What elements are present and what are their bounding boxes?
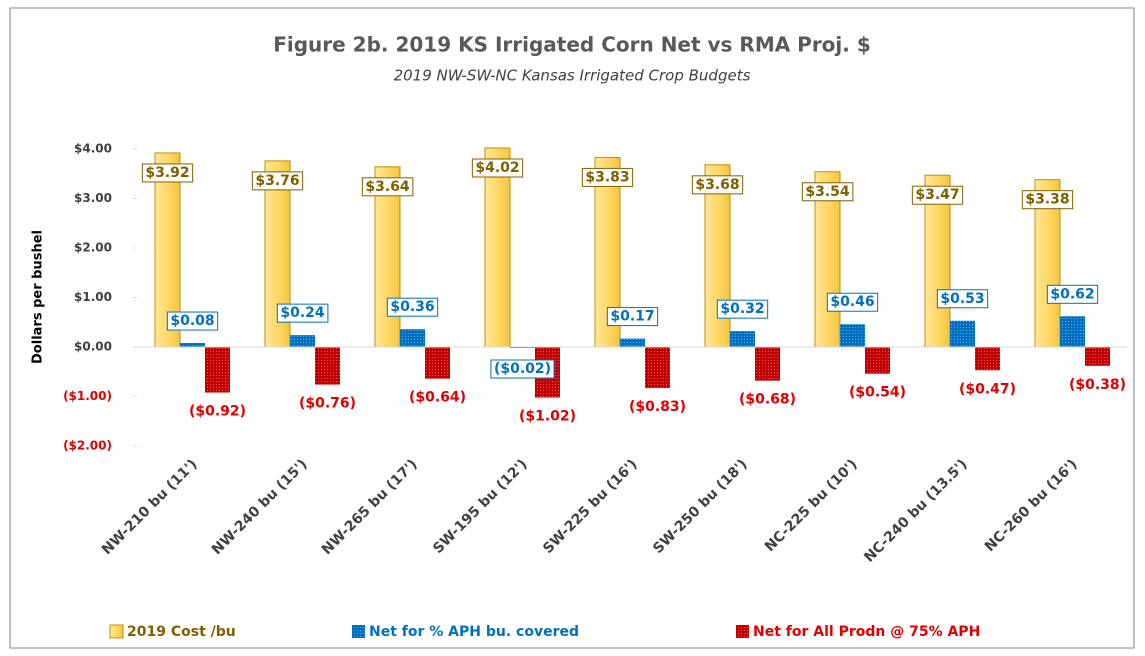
label-box [490, 359, 555, 379]
data-label: ($0.38) [1069, 377, 1126, 393]
chart-subtitle: 2019 NW-SW-NC Kansas Irrigated Crop Budg… [394, 67, 751, 85]
data-label: $0.53 [940, 291, 984, 307]
bar [755, 347, 780, 381]
label-box [386, 297, 439, 317]
bar [290, 335, 315, 347]
data-label: $3.83 [585, 169, 629, 185]
y-axis-label: Dollars per bushel [31, 230, 46, 364]
label-box [826, 292, 879, 312]
label-box [276, 303, 329, 323]
bar [730, 331, 755, 347]
data-label: ($0.83) [629, 399, 686, 415]
legend-label: Net for All Prodn @ 75% APH [753, 624, 980, 640]
data-label: $3.68 [695, 177, 739, 193]
y-tick-label: $4.00 [74, 142, 112, 156]
data-label: $0.08 [170, 313, 214, 329]
label-box [911, 185, 964, 205]
data-label: $0.24 [280, 305, 325, 321]
data-label: ($0.47) [959, 381, 1016, 397]
label-box [716, 299, 769, 319]
label-box [691, 175, 744, 195]
data-label: $3.64 [365, 179, 410, 195]
data-label: $0.62 [1050, 286, 1094, 302]
bar [840, 324, 865, 347]
bar [620, 338, 645, 347]
label-box [1021, 190, 1074, 210]
data-label: $0.46 [830, 294, 874, 310]
bar [975, 347, 1000, 371]
label-box [361, 177, 414, 197]
data-label: $3.47 [915, 187, 959, 203]
label-box [801, 182, 854, 202]
data-label: $0.32 [720, 301, 764, 317]
legend-label: Net for % APH bu. covered [369, 624, 579, 640]
legend-swatch [109, 624, 124, 639]
y-tick-label: $3.00 [74, 191, 112, 205]
bar [1085, 347, 1110, 366]
label-box [166, 311, 219, 331]
y-tick-label: $2.00 [74, 241, 112, 255]
y-tick-label: $1.00 [74, 290, 112, 304]
data-label: ($1.02) [519, 408, 576, 424]
y-tick-label: ($1.00) [63, 389, 112, 403]
bar [865, 347, 890, 374]
label-box [1046, 284, 1099, 304]
data-label: ($0.02) [494, 361, 551, 377]
bar [950, 320, 975, 347]
bar [400, 329, 425, 347]
legend-swatch [352, 625, 365, 638]
bar [180, 343, 205, 347]
bar [1060, 316, 1085, 347]
data-label: ($0.76) [299, 396, 356, 412]
label-box [936, 289, 989, 309]
bar [205, 347, 230, 393]
label-box [251, 171, 304, 191]
data-label: $3.92 [145, 165, 189, 181]
legend-swatch [736, 625, 749, 638]
data-label: $4.02 [475, 160, 519, 176]
data-label: ($0.64) [409, 390, 466, 406]
chart-title: Figure 2b. 2019 KS Irrigated Corn Net vs… [273, 33, 871, 57]
bar [484, 147, 511, 348]
data-label: ($0.54) [849, 385, 906, 401]
bar [425, 347, 450, 379]
bar [645, 347, 670, 389]
label-box [581, 167, 634, 187]
y-tick-label: ($2.00) [63, 439, 112, 453]
label-box [141, 163, 194, 183]
data-label: $0.36 [390, 299, 434, 315]
data-label: ($0.92) [189, 404, 246, 420]
label-box [606, 307, 659, 327]
bar [315, 347, 340, 385]
y-tick-label: $0.00 [74, 340, 112, 354]
data-label: $3.38 [1025, 192, 1069, 208]
data-label: $3.54 [805, 184, 850, 200]
label-box [471, 158, 524, 178]
data-label: $3.76 [255, 173, 299, 189]
data-label: $0.17 [610, 309, 654, 325]
legend-label: 2019 Cost /bu [127, 624, 236, 640]
bar [374, 166, 401, 348]
data-label: ($0.68) [739, 392, 796, 408]
